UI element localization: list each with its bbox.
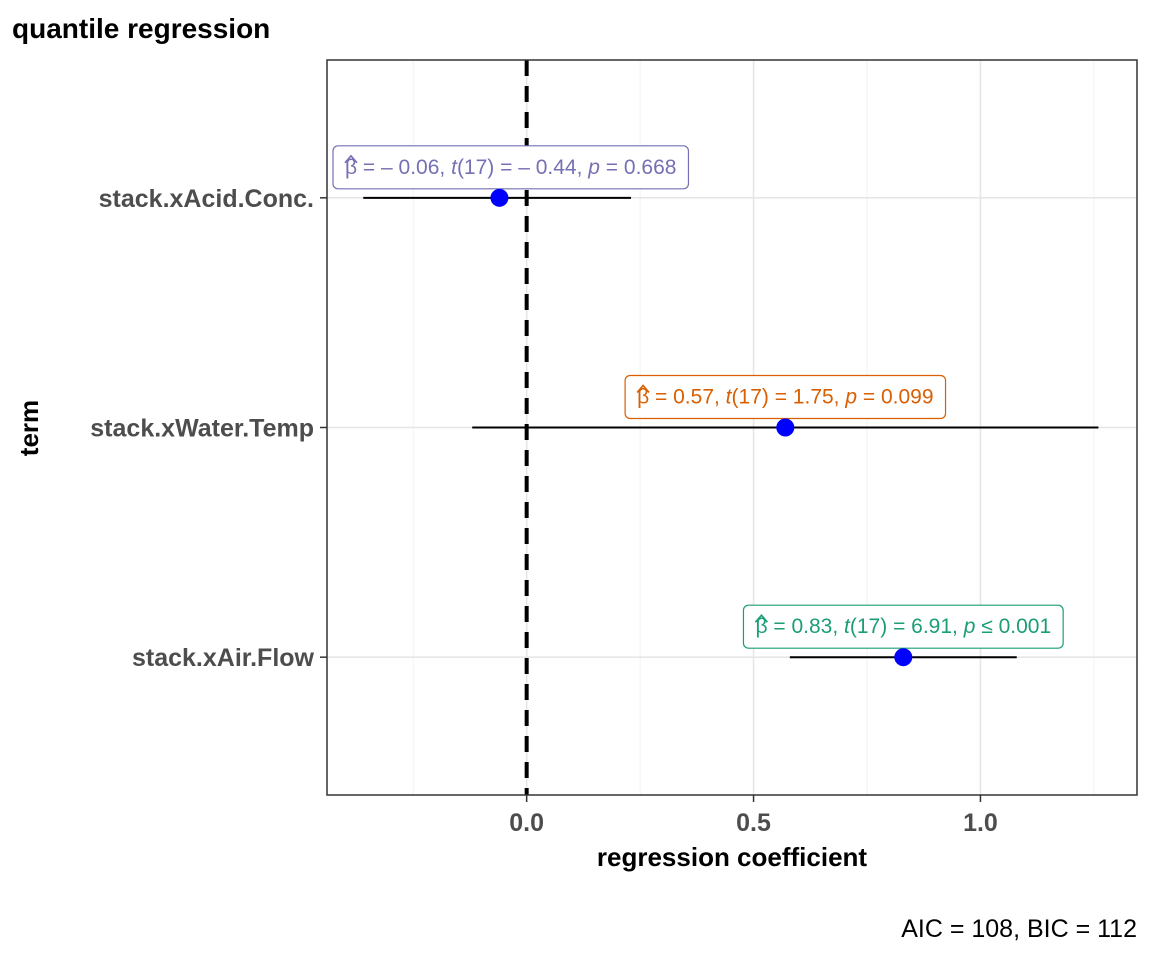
coefficient-point bbox=[490, 188, 509, 207]
model-fit-caption: AIC = 108, BIC = 112 bbox=[901, 915, 1137, 943]
beta-hat-mark bbox=[636, 384, 650, 394]
y-tick-label: stack.xAir.Flow bbox=[132, 644, 315, 672]
coefficient-point bbox=[776, 418, 795, 437]
estimate-label-text: β = 0.83, t(17) = 6.91, p ≤ 0.001 bbox=[755, 615, 1051, 638]
axis-ticks: 0.0 0.5 1.0 stack.xAcid.Conc. stack.xWater.T… bbox=[90, 185, 998, 837]
x-axis-label: regression coefficient bbox=[597, 842, 868, 872]
coefficient-point bbox=[894, 648, 913, 667]
estimate-label-text: β = 0.57, t(17) = 1.75, p = 0.099 bbox=[637, 386, 933, 409]
estimate-label: β = 0.57, t(17) = 1.75, p = 0.099 bbox=[624, 374, 947, 420]
y-tick-label: stack.xWater.Temp bbox=[90, 415, 314, 443]
chart-title: quantile regression bbox=[12, 13, 270, 44]
estimate-label: β = – 0.06, t(17) = – 0.44, p = 0.668 bbox=[332, 145, 690, 190]
estimate-label-box bbox=[332, 145, 690, 190]
estimate-label: β = 0.83, t(17) = 6.91, p ≤ 0.001 bbox=[742, 604, 1064, 649]
x-tick-label: 0.0 bbox=[509, 809, 544, 837]
beta-hat-mark bbox=[344, 154, 358, 164]
beta-hat-mark bbox=[754, 613, 769, 623]
estimate-label-text: β = – 0.06, t(17) = – 0.44, p = 0.668 bbox=[345, 156, 676, 179]
y-tick-label: stack.xAcid.Conc. bbox=[99, 185, 314, 213]
x-tick-label: 0.5 bbox=[736, 809, 771, 837]
coefficient-marks: β = – 0.06, t(17) = – 0.44, p = 0.668 β =… bbox=[332, 145, 1099, 667]
estimate-label-box bbox=[742, 604, 1064, 649]
x-tick-label: 1.0 bbox=[963, 809, 998, 837]
y-axis-label: term bbox=[14, 400, 44, 456]
